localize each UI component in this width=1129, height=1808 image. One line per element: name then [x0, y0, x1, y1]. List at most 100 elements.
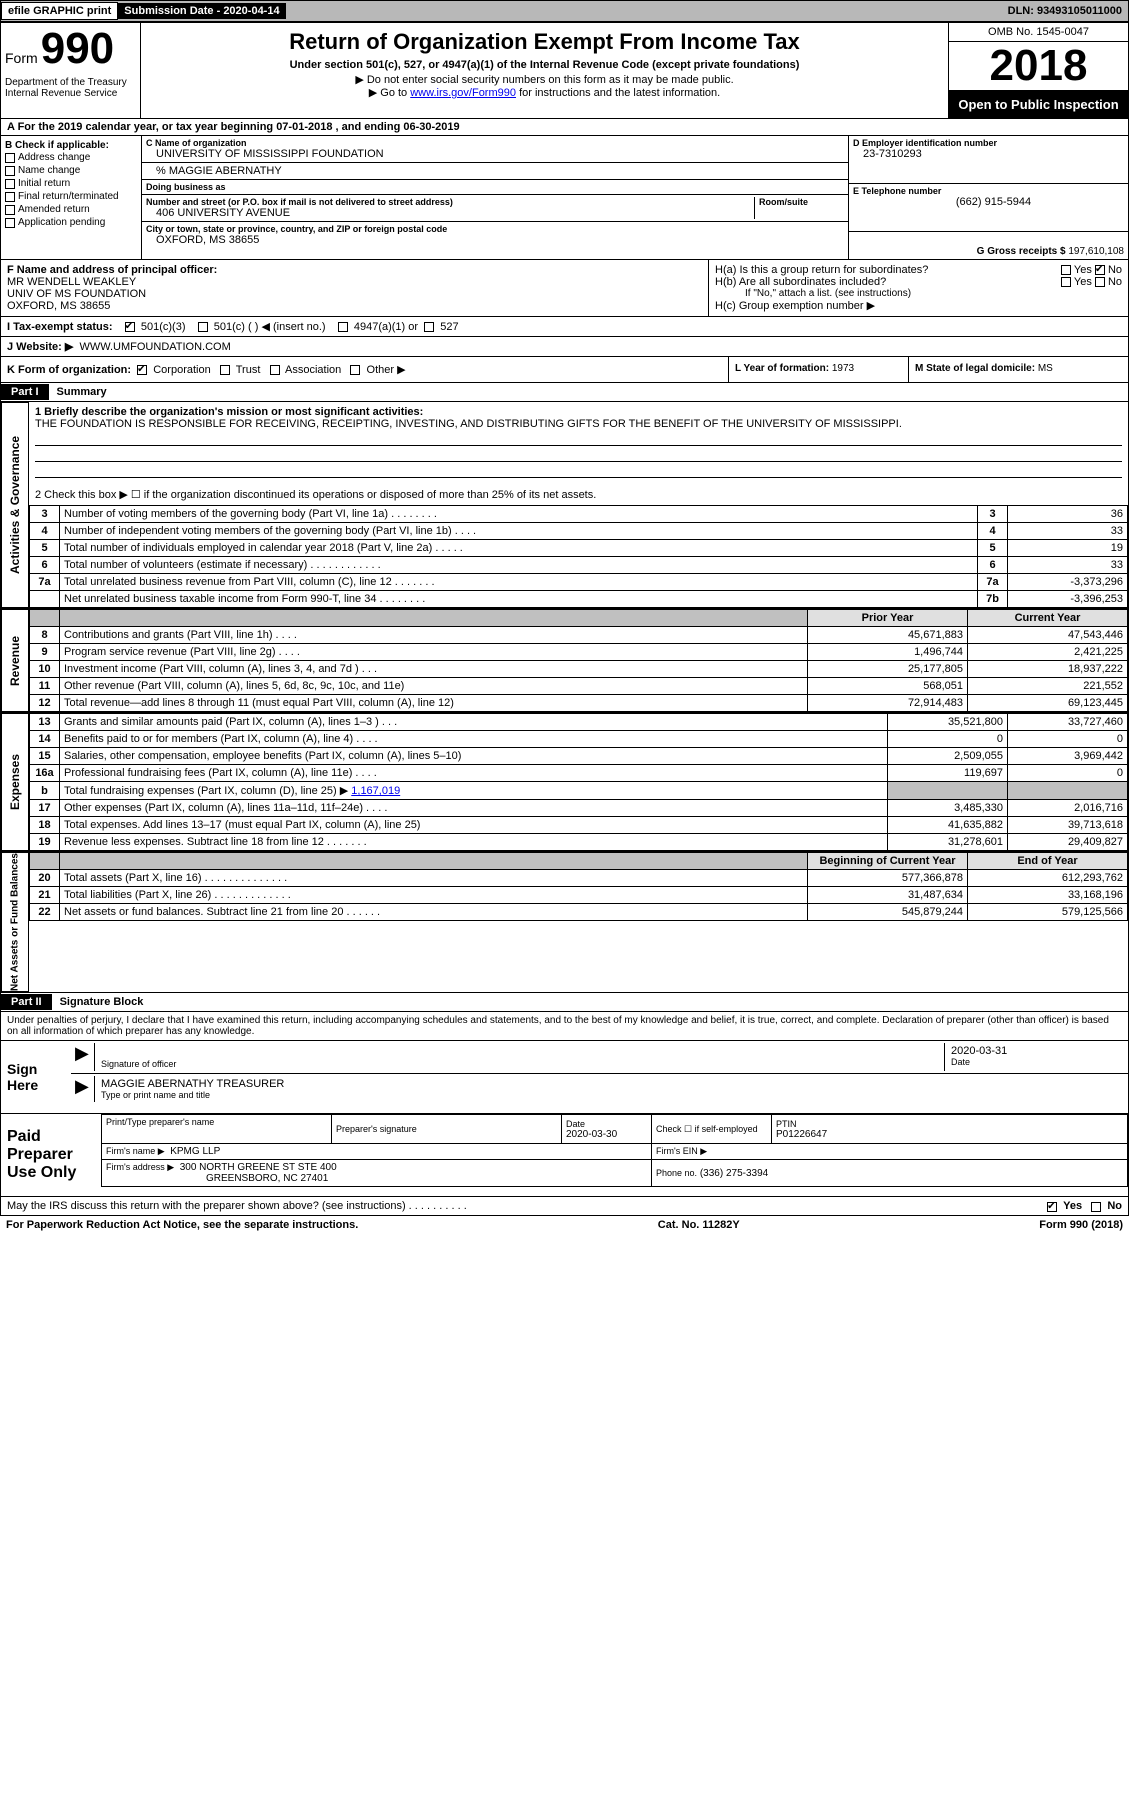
city-state-zip: OXFORD, MS 38655	[146, 234, 844, 246]
form-number: 990	[41, 24, 114, 73]
phone-value: (662) 915-5944	[853, 196, 1124, 208]
officer-org: UNIV OF MS FOUNDATION	[7, 288, 702, 300]
b-heading: B Check if applicable:	[5, 140, 137, 151]
topbar: efile GRAPHIC print Submission Date - 20…	[0, 0, 1129, 22]
omb-number: OMB No. 1545-0047	[949, 23, 1128, 42]
form990-block: Form 990 Department of the Treasury Inte…	[1, 23, 141, 118]
gross-label: G Gross receipts $	[977, 246, 1066, 257]
expenses-table: 13Grants and similar amounts paid (Part …	[29, 713, 1128, 851]
q1-label: 1 Briefly describe the organization's mi…	[35, 406, 423, 418]
col-m: M State of legal domicile: MS	[908, 357, 1128, 382]
officer-name-title: MAGGIE ABERNATHY TREASURER	[101, 1078, 1118, 1090]
501c3-cb[interactable]	[125, 322, 135, 332]
prep-phone: (336) 275-3394	[700, 1168, 768, 1179]
opt-501c: 501(c) ( ) ◀ (insert no.)	[214, 321, 326, 333]
irs-link[interactable]: www.irs.gov/Form990	[410, 87, 516, 99]
state-domicile: MS	[1038, 363, 1053, 374]
opt-501c3: 501(c)(3)	[141, 321, 186, 333]
hb-no-cb[interactable]	[1095, 277, 1105, 287]
firm-name: KPMG LLP	[170, 1146, 220, 1157]
discuss-text: May the IRS discuss this return with the…	[7, 1200, 467, 1212]
q2-text: 2 Check this box ▶ ☐ if the organization…	[35, 488, 1122, 501]
org-name: UNIVERSITY OF MISSISSIPPI FOUNDATION	[146, 148, 844, 160]
part1-activities-block: Activities & Governance 1 Briefly descri…	[0, 402, 1129, 609]
dln: DLN: 93493105011000	[1008, 5, 1128, 17]
col-k: K Form of organization: Corporation Trus…	[1, 357, 728, 382]
4947-cb[interactable]	[338, 322, 348, 332]
gross-receipts: 197,610,108	[1068, 246, 1124, 257]
ha-yes-cb[interactable]	[1061, 265, 1071, 275]
dba-label: Doing business as	[146, 182, 844, 192]
501c-cb[interactable]	[198, 322, 208, 332]
b-checkbox-item[interactable]: Name change	[5, 164, 137, 177]
phone-label: E Telephone number	[853, 186, 1124, 196]
discuss-row: May the IRS discuss this return with the…	[0, 1197, 1129, 1216]
type-print-label: Type or print name and title	[101, 1090, 1118, 1100]
side-expenses: Expenses	[1, 713, 29, 851]
governance-table: 3Number of voting members of the governi…	[29, 505, 1128, 608]
part1-expenses-block: Expenses 13Grants and similar amounts pa…	[0, 713, 1129, 852]
opt-527: 527	[440, 321, 458, 333]
firm-addr-label: Firm's address ▶	[106, 1162, 174, 1172]
ein-value: 23-7310293	[853, 148, 1124, 160]
preparer-block: Paid Preparer Use Only Print/Type prepar…	[0, 1114, 1129, 1197]
trust-cb[interactable]	[220, 365, 230, 375]
officer-city: OXFORD, MS 38655	[7, 300, 702, 312]
prep-date: 2020-03-30	[566, 1129, 647, 1140]
part2-badge: Part II	[1, 994, 52, 1010]
other-cb[interactable]	[350, 365, 360, 375]
part1-header-row: Part I Summary	[0, 383, 1129, 402]
declaration-text: Under penalties of perjury, I declare th…	[7, 1015, 1109, 1037]
part1-title: Summary	[49, 383, 115, 401]
care-of: % MAGGIE ABERNATHY	[146, 165, 844, 177]
i-label: I Tax-exempt status:	[7, 321, 113, 333]
row-j-website: J Website: ▶ WWW.UMFOUNDATION.COM	[0, 337, 1129, 357]
form-label: Form	[5, 50, 38, 66]
b-checkbox-item[interactable]: Initial return	[5, 177, 137, 190]
efile-label[interactable]: efile GRAPHIC print	[1, 2, 118, 20]
opt-other: Other ▶	[367, 364, 406, 376]
discuss-yes-cb[interactable]	[1047, 1202, 1057, 1212]
corp-cb[interactable]	[137, 365, 147, 375]
row-klm: K Form of organization: Corporation Trus…	[0, 357, 1129, 383]
header-right: OMB No. 1545-0047 2018 Open to Public In…	[948, 23, 1128, 118]
opt-corp: Corporation	[153, 364, 210, 376]
l-label: L Year of formation:	[735, 363, 829, 374]
form-title: Return of Organization Exempt From Incom…	[151, 29, 938, 55]
discuss-no-cb[interactable]	[1091, 1202, 1101, 1212]
sign-here-block: Sign Here ▶ Signature of officer 2020-03…	[0, 1041, 1129, 1114]
b-checkbox-item[interactable]: Address change	[5, 151, 137, 164]
b-checkbox-item[interactable]: Application pending	[5, 216, 137, 229]
ptin-value: P01226647	[776, 1129, 1123, 1140]
prep-phone-label: Phone no.	[656, 1168, 697, 1178]
b-checkbox-item[interactable]: Final return/terminated	[5, 190, 137, 203]
ha-label: H(a) Is this a group return for subordin…	[715, 264, 928, 276]
b-checkbox-item[interactable]: Amended return	[5, 203, 137, 216]
sig-officer-label: Signature of officer	[101, 1059, 938, 1069]
note2-pre: ▶ Go to	[369, 87, 410, 99]
header-note1: ▶ Do not enter social security numbers o…	[151, 73, 938, 86]
assoc-cb[interactable]	[270, 365, 280, 375]
prep-date-label: Date	[566, 1119, 647, 1129]
mission-line	[35, 462, 1122, 478]
part2-title: Signature Block	[52, 993, 152, 1011]
signature-arrow-icon: ▶	[75, 1076, 95, 1102]
col-d-ein-phone: D Employer identification number 23-7310…	[848, 136, 1128, 259]
addr-label: Number and street (or P.O. box if mail i…	[146, 197, 754, 207]
note2-post: for instructions and the latest informat…	[519, 87, 720, 99]
header-center: Return of Organization Exempt From Incom…	[141, 23, 948, 118]
hc-label: H(c) Group exemption number ▶	[715, 299, 1122, 312]
revenue-table: Prior YearCurrent Year8Contributions and…	[29, 609, 1128, 712]
opt-4947: 4947(a)(1) or	[354, 321, 418, 333]
527-cb[interactable]	[424, 322, 434, 332]
footer-bottom: For Paperwork Reduction Act Notice, see …	[0, 1216, 1129, 1234]
print-name-label: Print/Type preparer's name	[106, 1117, 327, 1127]
ha-no-cb[interactable]	[1095, 265, 1105, 275]
dept-treasury: Department of the Treasury Internal Reve…	[5, 77, 136, 99]
officer-name: MR WENDELL WEAKLEY	[7, 276, 702, 288]
hb-yes-cb[interactable]	[1061, 277, 1071, 287]
col-b-checkboxes: B Check if applicable: Address changeNam…	[1, 136, 141, 259]
street-address: 406 UNIVERSITY AVENUE	[146, 207, 754, 219]
part1-revenue-block: Revenue Prior YearCurrent Year8Contribut…	[0, 609, 1129, 713]
row-a-text: A For the 2019 calendar year, or tax yea…	[7, 121, 460, 133]
